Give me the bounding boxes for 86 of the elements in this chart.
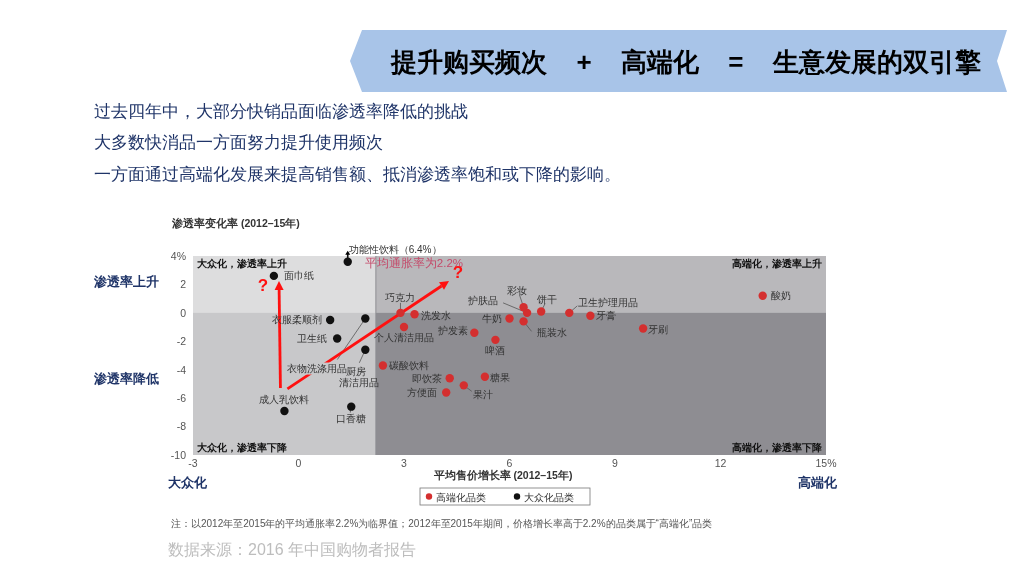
point <box>459 381 468 390</box>
point <box>758 291 767 300</box>
y-tick-label: -10 <box>170 448 187 461</box>
point <box>332 334 342 343</box>
point <box>399 322 409 332</box>
y-tick-label: -8 <box>176 420 187 433</box>
annotation: ? <box>257 276 269 295</box>
annotation: 口香糖 <box>336 413 367 425</box>
annotation: 瓶装水 <box>536 326 567 338</box>
legend-label: 大众化品类 <box>524 491 574 503</box>
text: 注：以2012年至2015年的平均通胀率2.2%为临界值；2012年至2015年期间，价格增长率高于2.2%的品类属于“高端化”品类 <box>171 518 713 529</box>
x-tick-label: 12 <box>714 457 727 469</box>
annotation: 果汁 <box>472 388 493 400</box>
text: 一方面通过高端化发展来提高销售额、抵消渗透率饱和或下降的影响。 <box>94 165 621 183</box>
point <box>269 271 279 281</box>
point <box>361 345 370 355</box>
point <box>347 402 356 411</box>
point <box>280 406 289 416</box>
y-axis-title: 渗透率变化率 (2012–15年) <box>171 217 300 229</box>
annotation: 牙刷 <box>648 323 669 335</box>
annotation: 方便面 <box>407 386 438 398</box>
annotation: 牛奶 <box>481 313 502 325</box>
point <box>396 308 405 318</box>
point <box>536 307 546 316</box>
point <box>361 314 370 323</box>
source-note: 数据来源：2016 年中国购物者报告 <box>168 541 417 558</box>
point <box>325 315 335 325</box>
annotation: 个人清洁用品 <box>374 331 434 343</box>
chart-title: 提升购买频次 + 高端化 = 生意发展的双引擎 <box>390 47 981 77</box>
annotation: 衣物洗涤用品 <box>287 363 348 375</box>
annotation: 大众化，渗透率下降 <box>196 442 288 453</box>
y-tick-label: 4% <box>170 249 186 262</box>
text: 渗透率上升 <box>93 274 159 289</box>
y-tick-label: 0 <box>180 306 187 319</box>
annotation: 大众化，渗透率上升 <box>196 258 287 269</box>
annotation: 卫生纸 <box>297 332 328 344</box>
point <box>586 311 595 320</box>
point <box>445 374 454 383</box>
annotation: 彩妆 <box>506 284 527 296</box>
annotation: 高端化，渗透率上升 <box>732 258 822 269</box>
annotation: 面巾纸 <box>283 270 314 282</box>
annotation: 洗发水 <box>420 309 451 321</box>
text: 大多数快消品一方面努力提升使用频次 <box>94 133 383 151</box>
legend-label: 高端化品类 <box>436 491 486 503</box>
text: 过去四年中，大部分快销品面临渗透率降低的挑战 <box>94 102 468 120</box>
text: 渗透率降低 <box>93 371 159 386</box>
x-tick-label: 3 <box>401 457 408 469</box>
annotation: 卫生护理用品 <box>578 297 639 309</box>
x-tick-label: 0 <box>295 457 302 469</box>
annotation: 成人乳饮料 <box>259 394 310 406</box>
point <box>470 328 479 337</box>
annotation: 功能性饮料（6.4%） <box>348 244 442 256</box>
annotation: 啤酒 <box>485 345 506 357</box>
point <box>522 308 532 318</box>
point <box>638 324 648 333</box>
annotation: 护发素 <box>437 325 469 337</box>
point <box>343 257 352 266</box>
point <box>410 310 419 319</box>
x-tick-label: -3 <box>188 457 198 469</box>
annotation: 酸奶 <box>770 290 791 302</box>
annotation: 饼干 <box>536 293 558 305</box>
y-tick-label: -2 <box>176 335 187 348</box>
point <box>565 308 574 318</box>
x-axis-title: 平均售价增长率 (2012–15年) <box>432 469 573 481</box>
point <box>378 361 388 370</box>
y-tick-label: 2 <box>180 278 187 291</box>
x-tick-label: 15% <box>815 457 837 469</box>
annotation: 巧克力 <box>385 292 416 304</box>
point <box>442 388 451 397</box>
annotation: 即饮茶 <box>411 372 442 384</box>
annotation: 牙膏 <box>596 310 617 322</box>
x-tick-label: 6 <box>506 457 513 469</box>
point <box>480 372 490 382</box>
annotation: 护肤品 <box>467 295 499 307</box>
text: 高端化 <box>798 475 838 490</box>
y-tick-label: -6 <box>176 391 187 404</box>
point <box>505 314 514 323</box>
annotation: 碳酸饮料 <box>387 359 429 371</box>
annotation: 糖果 <box>489 372 510 384</box>
text: 大众化 <box>168 475 208 490</box>
point <box>519 317 528 326</box>
point <box>491 335 500 345</box>
x-tick-label: 9 <box>612 457 619 469</box>
y-tick-label: -4 <box>176 363 187 376</box>
point <box>519 302 528 312</box>
annotation: 高端化，渗透率下降 <box>732 442 823 453</box>
